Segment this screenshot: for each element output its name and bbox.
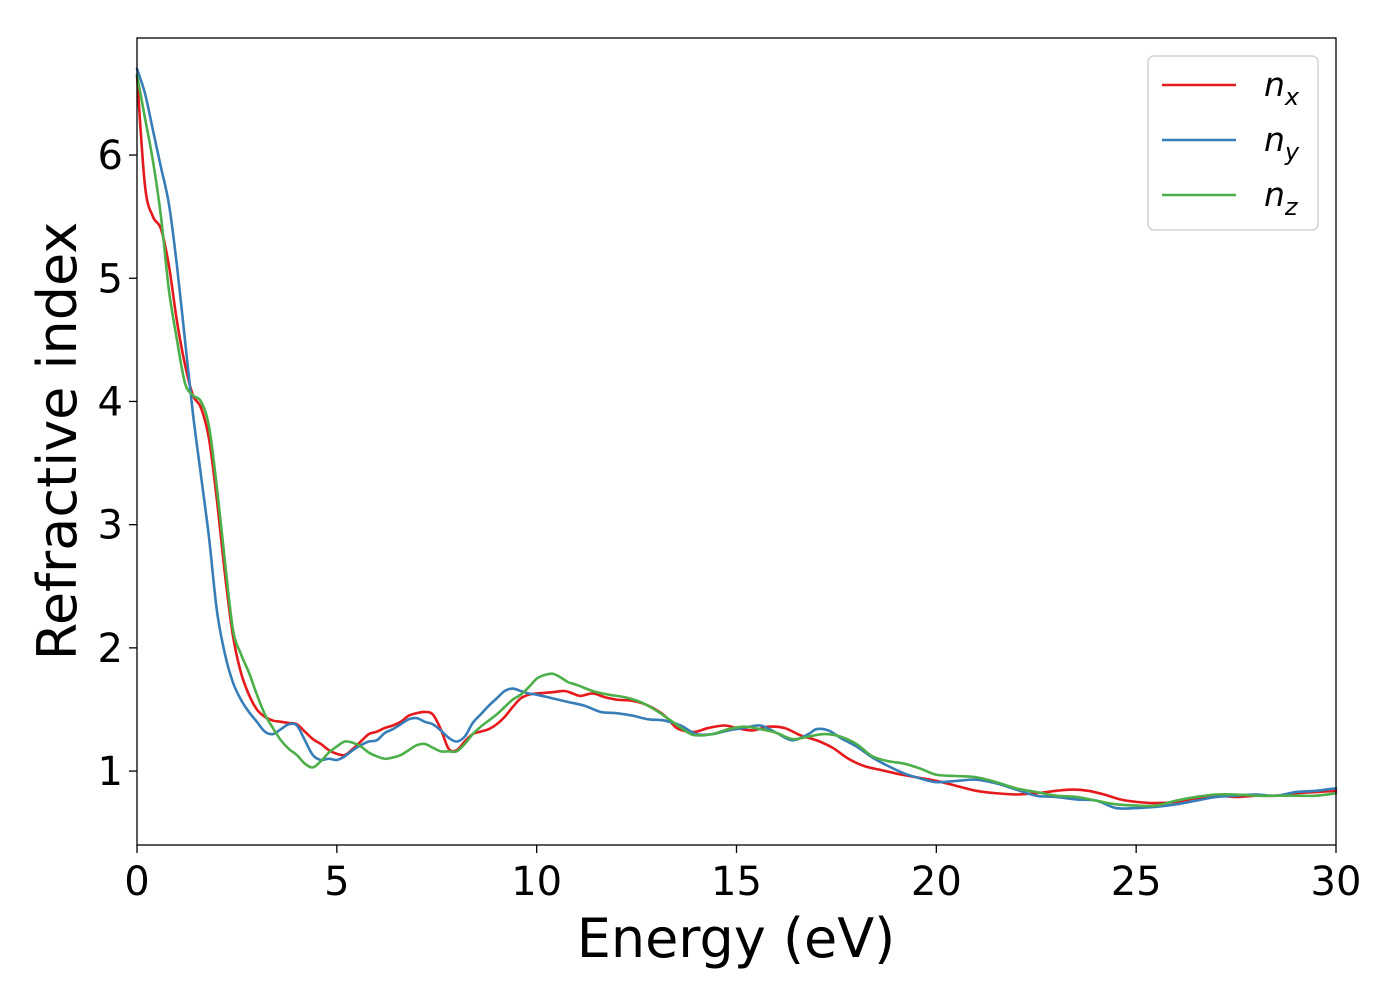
y-tick-label: 2 [98, 626, 123, 672]
series-line-nz [135, 73, 1338, 808]
y-axis-label: Refractive index [26, 222, 89, 661]
x-tick-label: 5 [324, 859, 349, 905]
y-tick-label: 3 [98, 503, 123, 549]
y-axis-ticks: 1 2 3 4 5 6 [98, 133, 137, 795]
x-axis-ticks: 0 5 10 15 20 25 30 [124, 845, 1361, 905]
x-tick-label: 25 [1111, 859, 1162, 905]
x-axis-label: Energy (eV) [577, 907, 896, 970]
y-tick-label: 4 [98, 379, 123, 425]
legend-subscript: y [1284, 138, 1300, 166]
x-tick-label: 30 [1311, 859, 1362, 905]
x-tick-label: 20 [911, 859, 962, 905]
series-layer [135, 67, 1338, 810]
plot-background [137, 38, 1336, 845]
legend-subscript: x [1284, 83, 1300, 111]
legend-frame [1147, 55, 1319, 231]
legend-subscript: z [1284, 193, 1299, 221]
y-tick-label: 1 [98, 749, 123, 795]
x-tick-label: 15 [711, 859, 762, 905]
y-tick-label: 6 [98, 133, 123, 179]
y-tick-label: 5 [98, 256, 123, 302]
x-tick-label: 10 [511, 859, 562, 905]
x-tick-label: 0 [124, 859, 149, 905]
